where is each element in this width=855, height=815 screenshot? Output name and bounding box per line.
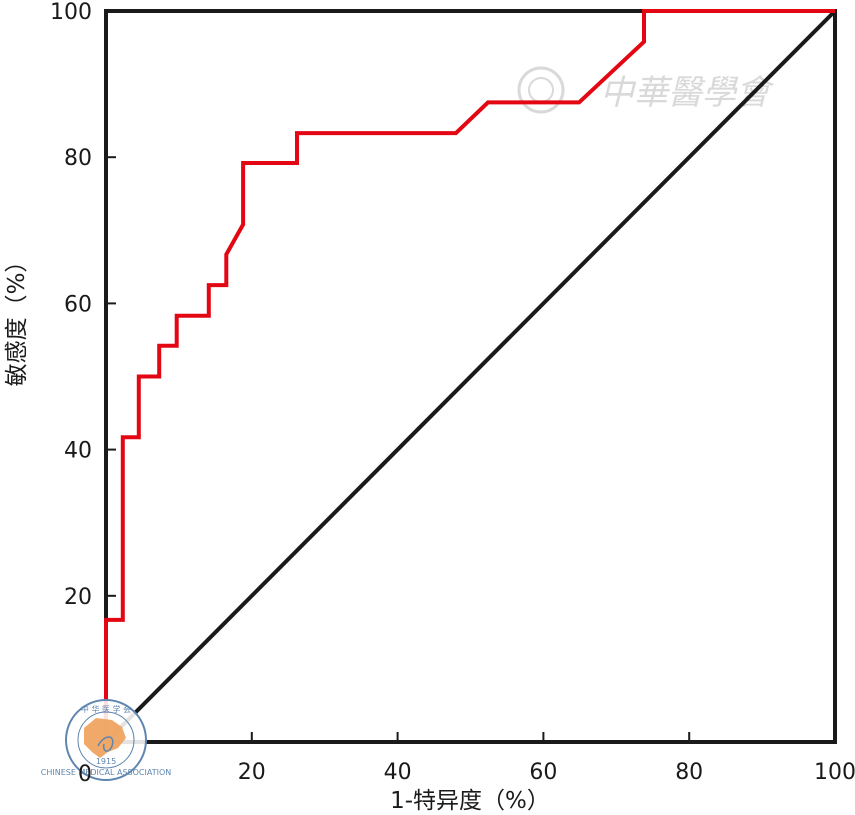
x-tick-label: 80 (675, 760, 703, 785)
x-tick-label: 20 (238, 760, 266, 785)
tick-marks (106, 10, 836, 742)
association-logo: 中 华 医 学 会 CHINESE MEDICAL ASSOCIATION 19… (41, 699, 171, 781)
y-axis-title: 敏感度（%） (4, 250, 30, 387)
x-tick-label: 60 (529, 760, 557, 785)
y-tick-label: 20 (64, 585, 92, 610)
y-tick-label: 60 (64, 292, 92, 317)
plot-frame (104, 9, 837, 744)
x-axis-title: 1-特异度（%） (390, 788, 550, 814)
logo-ring-text: CHINESE MEDICAL ASSOCIATION (41, 768, 171, 777)
x-tick-label: 100 (814, 760, 855, 785)
staff-snake-icon (97, 736, 114, 752)
origin-label: 0 (78, 762, 92, 787)
logo-top-text: 中 华 医 学 会 (81, 704, 131, 714)
watermark-emblem-icon (517, 66, 565, 114)
watermark: 中華醫學會 (517, 66, 775, 114)
logo-year: 1915 (96, 757, 116, 766)
reference-diagonal-line (104, 9, 837, 744)
y-tick-labels: 20 40 60 80 100 (50, 0, 92, 610)
roc-curve-line (104, 9, 835, 742)
y-tick-label: 100 (50, 0, 92, 25)
x-tick-labels: 20 40 60 80 100 (238, 760, 855, 785)
y-tick-label: 40 (64, 439, 92, 464)
x-tick-label: 40 (384, 760, 412, 785)
watermark-text: 中華醫學會 (600, 73, 775, 113)
y-tick-label: 80 (64, 146, 92, 171)
